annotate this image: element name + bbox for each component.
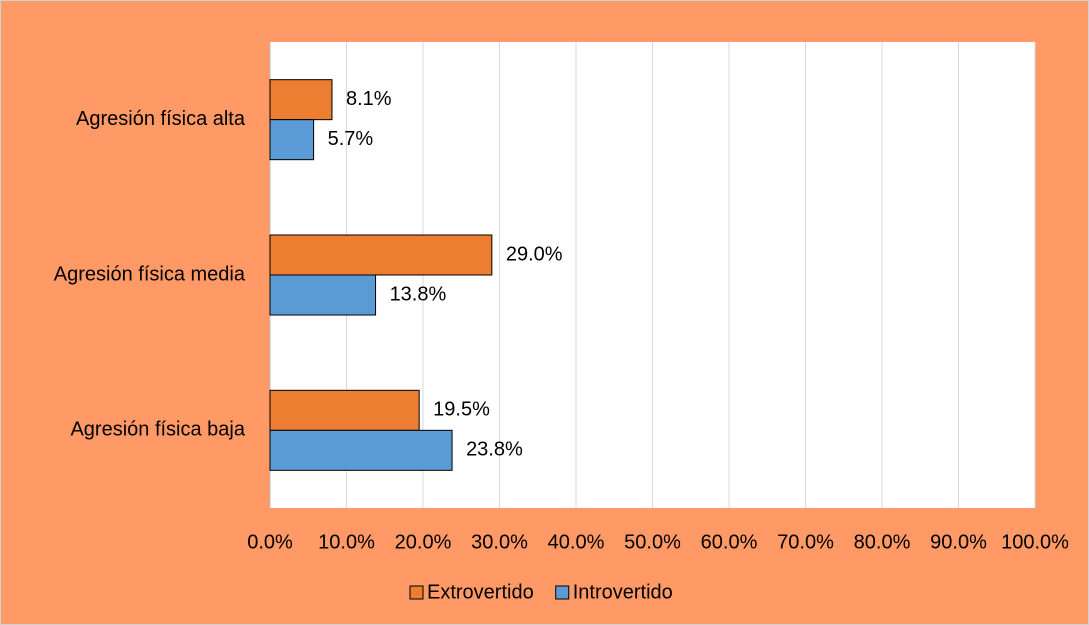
bar [269, 79, 333, 121]
legend-swatch [555, 585, 570, 600]
data-label: 29.0% [506, 243, 563, 265]
data-label: 8.1% [346, 88, 392, 110]
x-tick-label: 20.0% [395, 531, 452, 553]
x-tick-label: 60.0% [701, 531, 758, 553]
legend-label: Introvertido [573, 581, 673, 603]
x-tick-label: 100.0% [1001, 531, 1069, 553]
x-tick-label: 10.0% [318, 531, 375, 553]
x-tick-label: 70.0% [777, 531, 834, 553]
x-tick-label: 0.0% [247, 531, 293, 553]
x-tick-label: 30.0% [471, 531, 528, 553]
bar [269, 274, 377, 316]
x-tick-label: 50.0% [624, 531, 681, 553]
data-label: 19.5% [433, 399, 490, 421]
legend-swatch [409, 585, 424, 600]
bar [269, 429, 453, 471]
data-label: 5.7% [328, 128, 374, 150]
legend-label: Extrovertido [427, 581, 534, 603]
x-tick-label: 40.0% [548, 531, 605, 553]
x-tick-label: 80.0% [854, 531, 911, 553]
y-tick-label: Agresión física media [54, 263, 246, 285]
data-label: 23.8% [466, 439, 523, 461]
data-label: 13.8% [390, 283, 447, 305]
y-tick-label: Agresión física baja [70, 419, 245, 441]
bar [269, 389, 420, 431]
x-tick-label: 90.0% [930, 531, 987, 553]
bar [269, 234, 493, 276]
y-tick-label: Agresión física alta [76, 108, 246, 130]
bar [269, 119, 315, 161]
